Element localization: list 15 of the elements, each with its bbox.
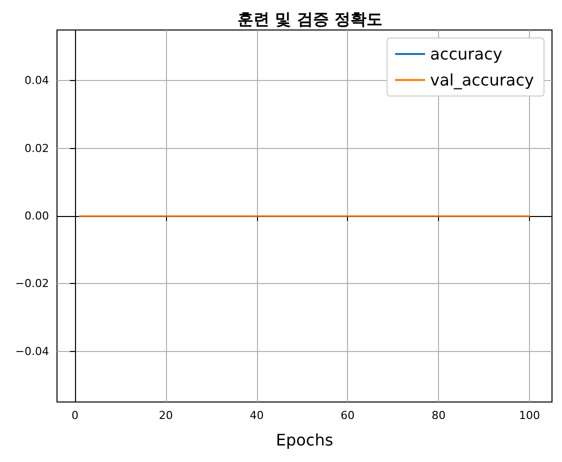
x-tick-label: 20 xyxy=(158,409,173,422)
x-tick-label: 0 xyxy=(71,409,78,422)
y-tick-label: 0.02 xyxy=(24,142,49,155)
y-tick-label: −0.02 xyxy=(15,277,49,290)
x-axis-title: Epochs xyxy=(276,430,334,450)
legend-label: accuracy xyxy=(430,44,502,64)
y-tick-label: 0.00 xyxy=(24,210,49,222)
x-tick-label: 80 xyxy=(432,409,446,422)
chart-title: 훈련 및 검증 정확도 xyxy=(238,10,382,28)
x-tick-label: 60 xyxy=(340,409,355,422)
x-tick-label: 40 xyxy=(250,409,264,422)
legend-label: val_accuracy xyxy=(430,70,534,90)
y-tick-label: −0.04 xyxy=(15,344,49,358)
x-tick-label: 100 xyxy=(519,409,540,422)
y-tick-label: 0.04 xyxy=(24,74,49,88)
